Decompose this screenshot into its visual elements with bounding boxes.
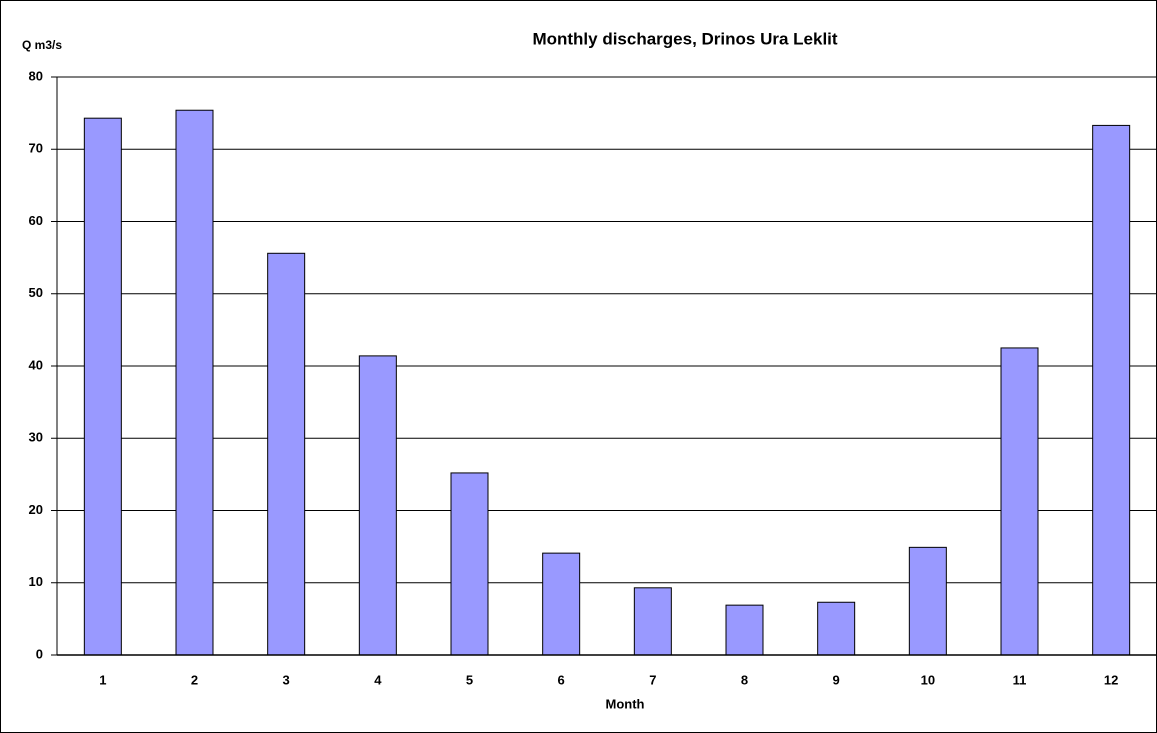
- y-tick-label: 60: [29, 213, 43, 228]
- y-tick-label: 30: [29, 430, 43, 445]
- bar: [725, 604, 764, 656]
- y-axis-label: Q m3/s: [22, 38, 62, 52]
- bar: [358, 355, 397, 656]
- bar: [633, 587, 672, 656]
- bar: [1092, 124, 1131, 656]
- chart-title: Monthly discharges, Drinos Ura Leklit: [532, 29, 837, 48]
- x-tick-label: 12: [1104, 672, 1118, 687]
- y-tick-label: 70: [29, 141, 43, 156]
- x-tick-label: 1: [99, 672, 106, 687]
- y-tick-label: 0: [36, 646, 43, 661]
- bar: [450, 472, 489, 656]
- bar: [267, 252, 306, 656]
- x-tick-label: 10: [921, 672, 935, 687]
- bar: [83, 117, 122, 656]
- y-tick-label: 50: [29, 285, 43, 300]
- y-tick-label: 40: [29, 357, 43, 372]
- bar: [175, 109, 214, 656]
- y-tick-label: 80: [29, 68, 43, 83]
- x-axis-label: Month: [606, 696, 645, 711]
- bar: [908, 546, 947, 656]
- x-tick-label: 8: [741, 672, 748, 687]
- x-tick-label: 7: [649, 672, 656, 687]
- x-tick-label: 11: [1013, 672, 1027, 687]
- bar: [817, 601, 856, 656]
- x-tick-label: 3: [283, 672, 290, 687]
- y-tick-label: 10: [29, 574, 43, 589]
- y-tick-label: 20: [29, 502, 43, 517]
- bar: [542, 552, 581, 656]
- x-tick-label: 4: [374, 672, 382, 687]
- x-tick-label: 5: [466, 672, 473, 687]
- x-tick-label: 2: [191, 672, 198, 687]
- bar: [1000, 347, 1039, 656]
- x-tick-label: 6: [558, 672, 565, 687]
- x-tick-label: 9: [833, 672, 840, 687]
